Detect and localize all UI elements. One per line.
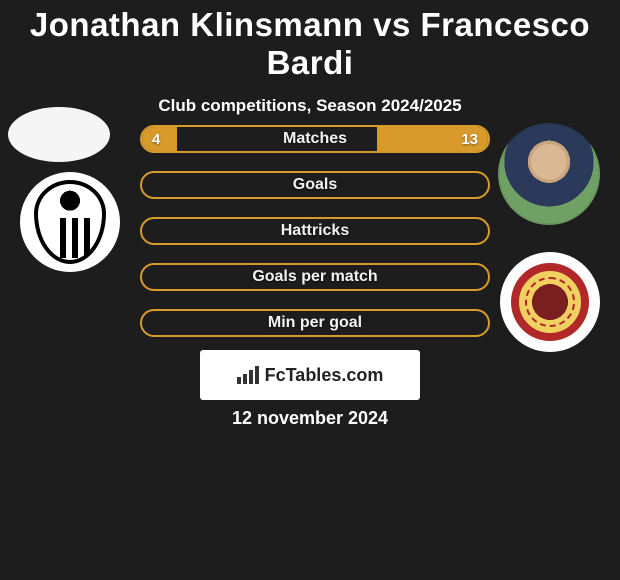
player-right-avatar xyxy=(498,123,600,225)
stat-bar: Hattricks xyxy=(140,217,490,245)
club-left-badge xyxy=(20,172,120,272)
club-right-badge xyxy=(500,252,600,352)
club-left-crest xyxy=(34,180,106,264)
stat-bar-label: Goals xyxy=(142,173,488,197)
date-text: 12 november 2024 xyxy=(0,408,620,429)
branding-box: FcTables.com xyxy=(200,350,420,400)
stat-bar: Goals xyxy=(140,171,490,199)
player-left-avatar xyxy=(8,107,110,162)
stat-bar-label: Goals per match xyxy=(142,265,488,289)
stat-bar-label: Hattricks xyxy=(142,219,488,243)
subtitle: Club competitions, Season 2024/2025 xyxy=(0,96,620,116)
stat-bar: Goals per match xyxy=(140,263,490,291)
comparison-bars: 413MatchesGoalsHattricksGoals per matchM… xyxy=(140,125,490,355)
stat-bar: Min per goal xyxy=(140,309,490,337)
club-right-crest xyxy=(511,263,589,341)
stat-bar-label: Min per goal xyxy=(142,311,488,335)
stat-bar-right-value: 13 xyxy=(451,127,488,151)
stat-bar: 413Matches xyxy=(140,125,490,153)
stat-bar-left-value: 4 xyxy=(142,127,170,151)
branding-text: FcTables.com xyxy=(265,365,384,386)
page-title: Jonathan Klinsmann vs Francesco Bardi xyxy=(0,0,620,82)
chart-icon xyxy=(237,366,259,384)
